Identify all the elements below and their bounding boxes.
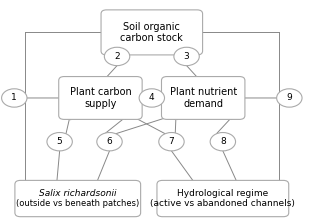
- Circle shape: [139, 89, 164, 107]
- Text: 3: 3: [184, 52, 189, 61]
- Circle shape: [105, 47, 130, 66]
- Text: Soil organic
carbon stock: Soil organic carbon stock: [120, 22, 183, 43]
- Text: Hydrological regime
(active vs abandoned channels): Hydrological regime (active vs abandoned…: [150, 189, 295, 208]
- Text: 4: 4: [149, 94, 155, 103]
- Circle shape: [174, 47, 199, 66]
- FancyBboxPatch shape: [15, 180, 141, 217]
- Text: Plant nutrient
demand: Plant nutrient demand: [170, 87, 237, 109]
- Text: 7: 7: [168, 137, 174, 146]
- FancyBboxPatch shape: [162, 77, 245, 119]
- FancyBboxPatch shape: [101, 10, 202, 55]
- Circle shape: [2, 89, 27, 107]
- Circle shape: [277, 89, 302, 107]
- Text: (outside vs beneath patches): (outside vs beneath patches): [16, 199, 139, 208]
- FancyBboxPatch shape: [59, 77, 142, 119]
- Text: 2: 2: [114, 52, 120, 61]
- FancyBboxPatch shape: [157, 180, 289, 217]
- Text: 9: 9: [286, 94, 292, 103]
- Circle shape: [97, 132, 122, 151]
- Text: 8: 8: [220, 137, 226, 146]
- Circle shape: [210, 132, 236, 151]
- Text: Salix richardsonii: Salix richardsonii: [39, 189, 116, 198]
- Text: Plant carbon
supply: Plant carbon supply: [70, 87, 131, 109]
- Circle shape: [47, 132, 72, 151]
- Text: 6: 6: [107, 137, 112, 146]
- Text: 1: 1: [12, 94, 17, 103]
- Circle shape: [159, 132, 184, 151]
- Text: 5: 5: [57, 137, 62, 146]
